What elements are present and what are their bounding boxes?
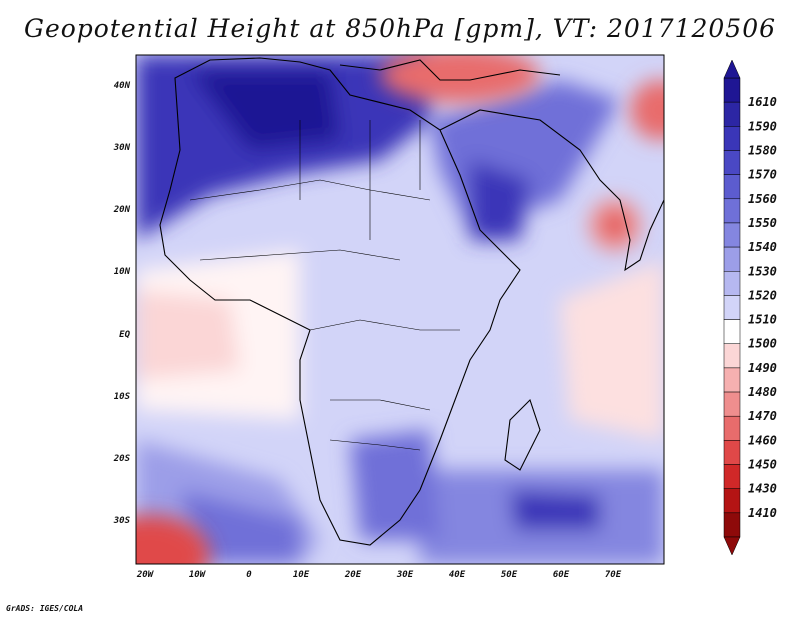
grads-credit: GrADS: IGES/COLA [6,604,84,613]
colorbar-swatch [723,77,741,103]
colorbar-label: 1450 [748,458,777,472]
coastlines [159,57,664,546]
colorbar-label: 1580 [748,143,777,157]
colorbar-label: 1570 [748,168,777,182]
lon-label-20E: 20E [344,570,362,580]
colorbar-swatch [723,367,741,393]
colorbar-swatch [723,464,741,489]
low-arabian-sea-core [603,213,627,237]
lat-label-10S: 10S [114,392,131,402]
lat-label-40N: 40N [114,81,131,91]
colorbar-label: 1590 [748,119,777,133]
field-south-africa [350,430,440,540]
lon-label-0: 0 [246,570,252,580]
lon-label-40E: 40E [449,570,466,580]
colorbar-label: 1480 [748,385,777,399]
colorbar-swatch [723,174,741,200]
colorbar-swatch [723,126,741,151]
colorbar-label: 1500 [748,337,777,351]
field-arabia-core [470,160,530,240]
colorbar-swatch [723,391,741,417]
low-south-atlantic [136,515,210,564]
colorbar-label: 1520 [748,288,777,302]
lon-label-50E: 50E [501,570,518,580]
colorbar-top-arrow [723,59,741,79]
latitude-axis: 40N 30N 20N 10N EQ 10S 20S 30S [113,81,131,526]
longitude-axis: 20W 10W 0 10E 20E 30E 40E 50E 60E 70E [136,570,622,580]
colorbar-swatch [723,246,741,272]
colorbar-swatch [723,488,741,514]
field-north-core [190,70,340,150]
arabia-india-coast [439,109,664,272]
height-field [136,55,664,564]
field-north-high [136,55,430,240]
colorbar-label: 1470 [748,409,777,423]
colorbar-swatch [723,415,741,441]
colorbar-label: 1430 [748,482,777,496]
colorbar-label: 1530 [748,264,777,278]
lon-label-60E: 60E [553,570,570,580]
chart-title: Geopotential Height at 850hPa [gpm], VT:… [23,14,777,43]
field-indian-pink [560,260,664,440]
colorbar-swatch [723,343,741,369]
lon-label-30E: 30E [396,570,414,580]
colorbar-swatch [723,150,741,175]
lat-label-10N: 10N [114,267,131,277]
lat-label-20N: 20N [113,205,131,215]
colorbar-swatch [723,440,741,465]
colorbar-swatch [723,271,741,296]
border-southern [329,439,421,451]
lon-label-20W: 20W [136,570,155,580]
field-atlantic-pink [136,290,240,380]
border-west-africa [199,249,401,261]
colorbar-label: 1610 [748,95,777,109]
lon-label-10E: 10E [293,570,310,580]
colorbar-label: 1410 [748,506,777,520]
colorbar: 1610 1590 1580 1570 1560 1550 1540 1530 1520 1510… [723,59,777,556]
colorbar-swatch [723,512,741,538]
map-frame [135,54,665,565]
colorbar-label: 1540 [748,240,777,254]
colorbar-swatch [723,319,741,344]
low-himalaya [630,80,664,140]
lon-label-10W: 10W [189,570,207,580]
colorbar-swatch [723,295,741,320]
africa-coast [159,57,521,546]
colorbar-label: 1490 [748,361,777,375]
colorbar-swatch [723,222,741,248]
colorbar-swatch [723,101,741,127]
border-central [309,319,460,331]
lon-label-70E: 70E [605,570,622,580]
border-sahel [189,179,431,201]
lat-label-30S: 30S [113,516,131,526]
madagascar-coast [504,398,541,471]
borders [189,120,460,451]
field-south-indian-core [510,490,600,530]
colorbar-label: 1460 [748,433,777,447]
colorbar-bottom-arrow [723,536,741,556]
colorbar-label: 1560 [748,192,777,206]
field-south-atlantic-core [180,490,300,564]
lat-label-30N: 30N [113,143,131,153]
mediterranean-coast [339,59,561,81]
low-mediterranean [380,55,540,103]
border-south-central [330,399,431,411]
lat-label-EQ: EQ [119,330,130,340]
colorbar-label: 1510 [748,313,777,327]
colorbar-label: 1550 [748,216,777,230]
colorbar-swatch [723,198,741,224]
lat-label-20S: 20S [113,454,131,464]
